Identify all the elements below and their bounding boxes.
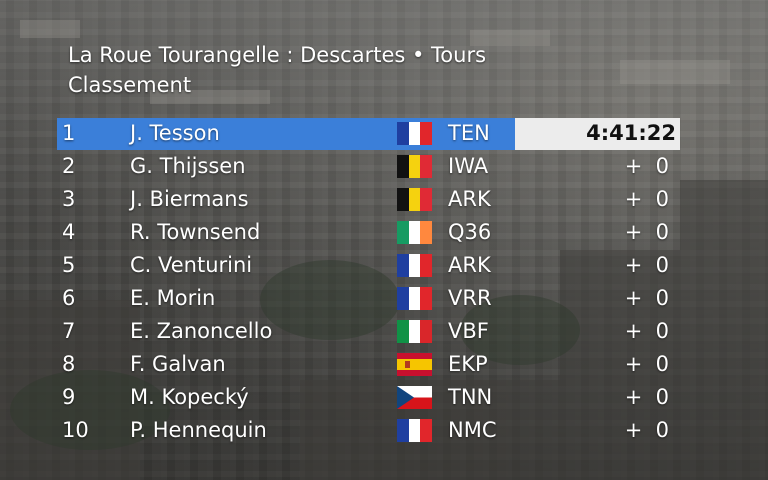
position: 4 — [62, 220, 76, 244]
classification-heading: Classement — [68, 73, 192, 97]
rider-name: R. Townsend — [130, 220, 261, 244]
position: 9 — [62, 385, 76, 409]
table-row: 5 C. Venturini ARK + 0 — [0, 249, 768, 282]
flag-stripes — [397, 419, 432, 442]
flag-it-icon — [397, 320, 432, 343]
table-row: 10 P. Hennequin NMC + 0 — [0, 414, 768, 447]
team-code: IWA — [448, 154, 489, 178]
team-code: Q36 — [448, 220, 492, 244]
team-code: TEN — [448, 121, 490, 145]
position: 10 — [62, 418, 89, 442]
position: 6 — [62, 286, 76, 310]
flag-stripes — [397, 122, 432, 145]
flag-be-icon — [397, 155, 432, 178]
flag-ie-icon — [397, 221, 432, 244]
time-gap: + 0 — [624, 352, 669, 376]
team-code: TNN — [448, 385, 493, 409]
flag-fr-icon — [397, 287, 432, 310]
flag-es-graphic — [397, 353, 432, 376]
rider-name: C. Venturini — [130, 253, 253, 277]
team-code: ARK — [448, 187, 491, 211]
table-row: 2 G. Thijssen IWA + 0 — [0, 150, 768, 183]
leader-time-box — [515, 118, 680, 150]
rider-name: J. Biermans — [130, 187, 249, 211]
leader-row: 1 J. Tesson TEN 4:41:22 — [0, 117, 768, 150]
leader-highlight-bar — [57, 118, 515, 150]
position: 2 — [62, 154, 76, 178]
table-row: 9 M. Kopecký TNN + 0 — [0, 381, 768, 414]
table-row: 6 E. Morin VRR + 0 — [0, 282, 768, 315]
classification-table: 1 J. Tesson TEN 4:41:22 2 G. Thijssen IWA + 0 3 J… — [0, 117, 768, 447]
table-row: 8 F. Galvan EKP + 0 — [0, 348, 768, 381]
rider-name: P. Hennequin — [130, 418, 267, 442]
position: 3 — [62, 187, 76, 211]
flag-be-icon — [397, 188, 432, 211]
flag-stripes — [397, 155, 432, 178]
table-row: 4 R. Townsend Q36 + 0 — [0, 216, 768, 249]
flag-fr-icon — [397, 122, 432, 145]
position: 1 — [62, 121, 76, 145]
flag-stripes — [397, 188, 432, 211]
flag-stripes — [397, 287, 432, 310]
rider-name: J. Tesson — [130, 121, 220, 145]
rider-name: F. Galvan — [130, 352, 226, 376]
flag-es-icon — [397, 353, 432, 376]
flag-stripes — [397, 254, 432, 277]
table-row: 7 E. Zanoncello VBF + 0 — [0, 315, 768, 348]
team-code: NMC — [448, 418, 497, 442]
time-gap: + 0 — [624, 187, 669, 211]
total-time: 4:41:22 — [586, 121, 676, 145]
position: 8 — [62, 352, 76, 376]
time-gap: + 0 — [624, 319, 669, 343]
flag-stripes — [397, 320, 432, 343]
time-gap: + 0 — [624, 154, 669, 178]
position: 7 — [62, 319, 76, 343]
flag-fr-icon — [397, 419, 432, 442]
time-gap: + 0 — [624, 253, 669, 277]
flag-fr-icon — [397, 254, 432, 277]
team-code: EKP — [448, 352, 488, 376]
table-row: 3 J. Biermans ARK + 0 — [0, 183, 768, 216]
rider-name: E. Morin — [130, 286, 216, 310]
flag-cz-icon — [397, 386, 432, 409]
time-gap: + 0 — [624, 286, 669, 310]
team-code: VBF — [448, 319, 489, 343]
rider-name: M. Kopecký — [130, 385, 249, 409]
rider-name: E. Zanoncello — [130, 319, 273, 343]
time-gap: + 0 — [624, 220, 669, 244]
position: 5 — [62, 253, 76, 277]
team-code: ARK — [448, 253, 491, 277]
rider-name: G. Thijssen — [130, 154, 246, 178]
race-title: La Roue Tourangelle : Descartes • Tours — [68, 43, 487, 67]
time-gap: + 0 — [624, 385, 669, 409]
flag-stripes — [397, 221, 432, 244]
flag-cz-graphic — [397, 386, 432, 409]
time-gap: + 0 — [624, 418, 669, 442]
team-code: VRR — [448, 286, 492, 310]
